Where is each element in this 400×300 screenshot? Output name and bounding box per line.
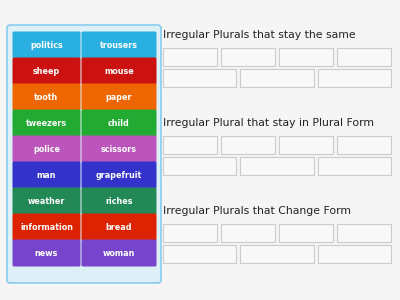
Bar bbox=[163, 48, 217, 66]
FancyBboxPatch shape bbox=[12, 83, 80, 110]
Text: child: child bbox=[108, 118, 130, 127]
Bar bbox=[337, 224, 391, 242]
Bar bbox=[221, 136, 275, 154]
Text: woman: woman bbox=[103, 248, 135, 257]
Bar bbox=[163, 69, 236, 87]
FancyBboxPatch shape bbox=[12, 110, 80, 136]
FancyBboxPatch shape bbox=[12, 136, 80, 163]
Text: weather: weather bbox=[28, 196, 65, 206]
Bar bbox=[240, 157, 314, 175]
Text: Irregular Plurals that Change Form: Irregular Plurals that Change Form bbox=[163, 206, 351, 216]
FancyBboxPatch shape bbox=[82, 58, 156, 85]
Text: Irregular Plurals that stay the same: Irregular Plurals that stay the same bbox=[163, 30, 356, 40]
Text: news: news bbox=[35, 248, 58, 257]
Text: riches: riches bbox=[105, 196, 133, 206]
FancyBboxPatch shape bbox=[12, 58, 80, 85]
Text: police: police bbox=[33, 145, 60, 154]
FancyBboxPatch shape bbox=[82, 161, 156, 188]
Text: information: information bbox=[20, 223, 73, 232]
Bar bbox=[163, 245, 236, 263]
Bar bbox=[163, 224, 217, 242]
Text: trousers: trousers bbox=[100, 40, 138, 50]
FancyBboxPatch shape bbox=[82, 83, 156, 110]
Bar bbox=[221, 224, 275, 242]
Bar bbox=[163, 157, 236, 175]
Text: mouse: mouse bbox=[104, 67, 134, 76]
Text: tooth: tooth bbox=[34, 92, 59, 101]
Text: scissors: scissors bbox=[101, 145, 137, 154]
FancyBboxPatch shape bbox=[82, 188, 156, 214]
Bar bbox=[163, 136, 217, 154]
Bar bbox=[221, 48, 275, 66]
FancyBboxPatch shape bbox=[12, 239, 80, 266]
FancyBboxPatch shape bbox=[82, 32, 156, 58]
Text: Irregular Plural that stay in Plural Form: Irregular Plural that stay in Plural For… bbox=[163, 118, 374, 128]
FancyBboxPatch shape bbox=[12, 188, 80, 214]
Text: paper: paper bbox=[106, 92, 132, 101]
Bar bbox=[337, 48, 391, 66]
FancyBboxPatch shape bbox=[82, 239, 156, 266]
Text: tweezers: tweezers bbox=[26, 118, 67, 127]
FancyBboxPatch shape bbox=[82, 214, 156, 241]
FancyBboxPatch shape bbox=[82, 110, 156, 136]
Bar bbox=[318, 69, 391, 87]
Bar bbox=[279, 48, 333, 66]
Bar bbox=[279, 136, 333, 154]
FancyBboxPatch shape bbox=[12, 161, 80, 188]
Text: grapefruit: grapefruit bbox=[96, 170, 142, 179]
Bar bbox=[240, 69, 314, 87]
FancyBboxPatch shape bbox=[82, 136, 156, 163]
Bar bbox=[337, 136, 391, 154]
Bar bbox=[240, 245, 314, 263]
Text: bread: bread bbox=[106, 223, 132, 232]
Bar bbox=[318, 245, 391, 263]
Text: sheep: sheep bbox=[33, 67, 60, 76]
FancyBboxPatch shape bbox=[12, 214, 80, 241]
Bar bbox=[318, 157, 391, 175]
Text: man: man bbox=[37, 170, 56, 179]
FancyBboxPatch shape bbox=[7, 25, 161, 283]
Text: politics: politics bbox=[30, 40, 63, 50]
FancyBboxPatch shape bbox=[12, 32, 80, 58]
Bar bbox=[279, 224, 333, 242]
